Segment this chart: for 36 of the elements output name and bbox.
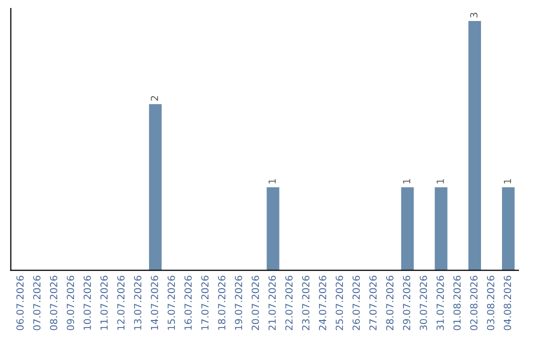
x-tick-label: 11.07.2026 bbox=[100, 276, 108, 330]
x-tick-label: 17.07.2026 bbox=[201, 276, 209, 330]
x-tick-label: 30.07.2026 bbox=[420, 276, 428, 330]
x-tick-label: 26.07.2026 bbox=[352, 276, 360, 330]
data-label: 1 bbox=[268, 179, 276, 184]
data-label: 1 bbox=[403, 179, 410, 184]
x-tick-label: 12.07.2026 bbox=[117, 276, 125, 330]
x-tick-label: 28.07.2026 bbox=[386, 276, 394, 330]
x-tick-label: 02.08.2026 bbox=[470, 276, 478, 330]
data-label: 2 bbox=[150, 96, 158, 101]
x-tick-label: 24.07.2026 bbox=[318, 276, 326, 330]
x-tick-label: 09.07.2026 bbox=[66, 276, 74, 330]
x-tick-label: 01.08.2026 bbox=[453, 276, 461, 330]
x-tick-label: 19.07.2026 bbox=[234, 276, 242, 330]
data-label: 1 bbox=[436, 179, 444, 184]
x-tick-label: 23.07.2026 bbox=[302, 276, 310, 330]
x-tick-label: 04.08.2026 bbox=[504, 276, 512, 330]
x-tick-label: 20.07.2026 bbox=[252, 276, 260, 330]
x-tick-label: 18.07.2026 bbox=[218, 276, 226, 330]
x-tick-label: 10.07.2026 bbox=[84, 276, 91, 330]
x-tick-label: 06.07.2026 bbox=[16, 276, 24, 330]
x-tick-label: 13.07.2026 bbox=[134, 276, 142, 330]
x-tick-label: 21.07.2026 bbox=[268, 276, 276, 330]
x-tick-label: 31.07.2026 bbox=[436, 276, 444, 330]
data-label: 3 bbox=[470, 12, 478, 18]
x-tick-label: 29.07.2026 bbox=[402, 276, 410, 330]
x-tick-label: 25.07.2026 bbox=[336, 276, 344, 330]
x-tick-label: 07.07.2026 bbox=[33, 276, 41, 330]
x-tick-label: 27.07.2026 bbox=[369, 276, 377, 330]
x-tick-label: 03.08.2026 bbox=[486, 276, 494, 330]
x-tick-label: 22.07.2026 bbox=[285, 276, 293, 330]
x-tick-label: 15.07.2026 bbox=[168, 276, 175, 330]
x-tick-label: 14.07.2026 bbox=[150, 276, 158, 330]
data-label: 1 bbox=[504, 179, 511, 184]
x-tick-label: 08.07.2026 bbox=[50, 276, 58, 330]
x-tick-label: 16.07.2026 bbox=[184, 276, 192, 330]
